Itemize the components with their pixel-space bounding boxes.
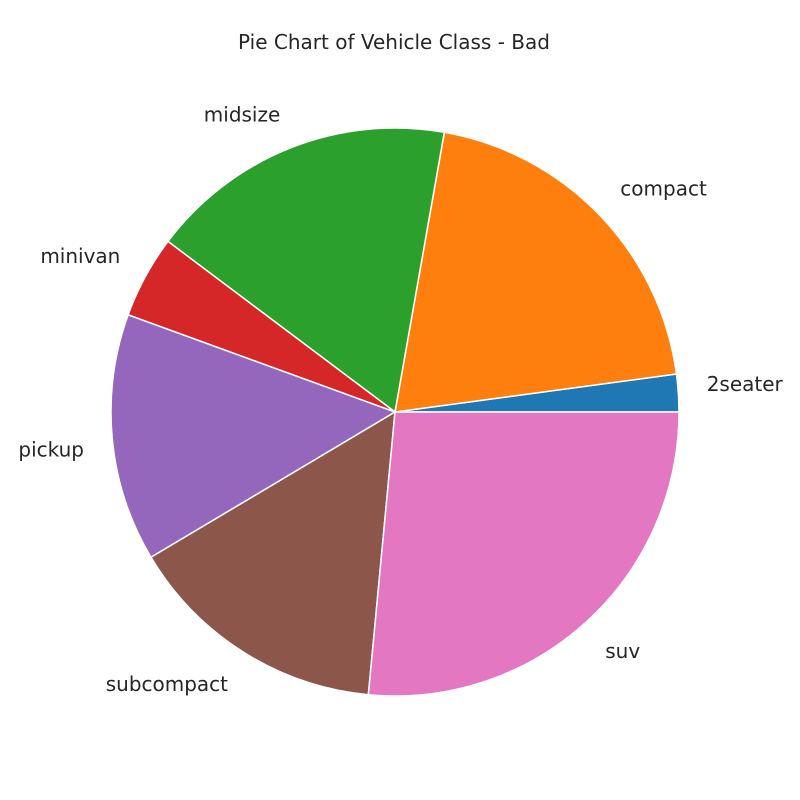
slice-labels: 2seater compact midsize minivan pickup subcom… [18, 102, 783, 696]
slice-label-compact: compact [620, 177, 707, 201]
pie-slices [110, 127, 680, 697]
pie-slice-midsize [167, 127, 446, 413]
pie-slice-suv [367, 411, 680, 697]
pie-slice-subcompact [150, 411, 396, 696]
slice-label-midsize: midsize [204, 102, 281, 126]
pie-slice-compact [394, 131, 678, 413]
chart-title: Pie Chart of Vehicle Class - Bad [238, 30, 550, 54]
slice-label-subcompact: subcompact [106, 672, 228, 696]
slice-label-suv: suv [605, 639, 640, 663]
slice-label-2seater: 2seater [707, 372, 784, 396]
slice-label-pickup: pickup [18, 438, 84, 462]
slice-label-minivan: minivan [40, 244, 120, 268]
pie-slice-pickup [110, 314, 396, 559]
